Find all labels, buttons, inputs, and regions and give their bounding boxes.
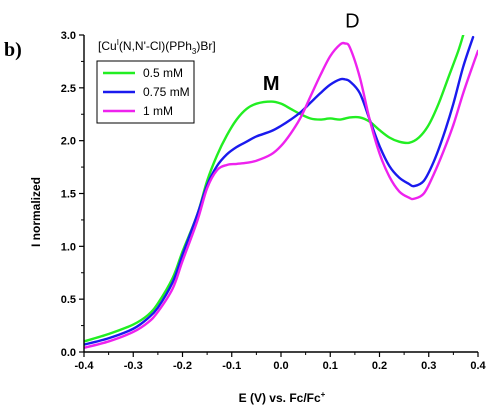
panel-label: b): [4, 39, 22, 61]
y-tick-label: 2.0: [61, 136, 76, 148]
x-tick-label: -0.3: [124, 360, 143, 372]
plot-area: -0.4 -0.3 -0.2 -0.1 0.0 0.1 0.2 0.3 0.4 0.0 0.5 1.0…: [61, 11, 487, 372]
y-tick-label: 1.5: [61, 189, 76, 201]
legend-label: 0.5 mM: [143, 66, 183, 80]
x-tick-label: 0.2: [372, 360, 387, 372]
y-tick-label: 0.5: [61, 294, 76, 306]
x-tick-label: 0.1: [323, 360, 338, 372]
x-tick-label: -0.4: [75, 360, 95, 372]
series-line: [84, 41, 478, 349]
legend-label: 1 mM: [143, 104, 173, 118]
x-tick-label: 0.3: [421, 360, 436, 372]
y-tick-label: 2.5: [61, 83, 76, 95]
y-axis-title: I normalized: [29, 177, 43, 247]
series-line: [84, 35, 475, 346]
x-tick-label: 0.0: [273, 360, 288, 372]
y-tick-label: 1.0: [61, 241, 76, 253]
y-tick-label: 0.0: [61, 347, 76, 359]
x-axis-title: E (V) vs. Fc/Fc+: [239, 390, 326, 405]
compound-label: [CuI(N,N'-Cl)(PPh3)Br]: [98, 38, 216, 56]
legend-label: 0.75 mM: [143, 85, 190, 99]
x-tick-label: -0.1: [222, 360, 241, 372]
annotation-d: D: [345, 11, 359, 33]
annotation-m: M: [263, 73, 280, 95]
y-tick-label: 3.0: [61, 30, 76, 42]
x-tick-label: 0.4: [470, 360, 486, 372]
x-tick-label: -0.2: [173, 360, 192, 372]
